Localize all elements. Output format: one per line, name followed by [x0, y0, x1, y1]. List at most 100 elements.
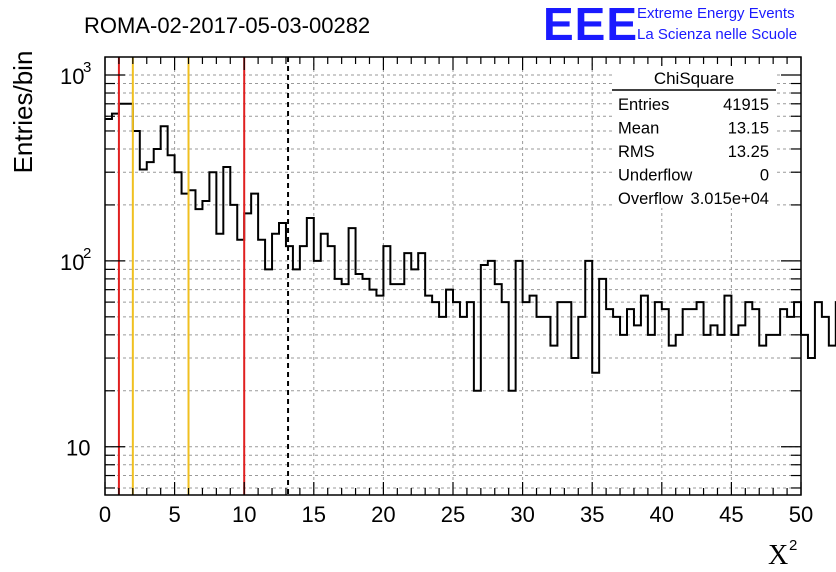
- histogram-bin: [390, 284, 397, 495]
- stats-row-label: RMS: [618, 143, 655, 161]
- histogram-bin: [516, 261, 523, 495]
- histogram-bin: [439, 317, 446, 495]
- histogram-bin: [133, 131, 140, 495]
- stats-box: ChiSquare Entries 41915 Mean 13.15 RMS 13.25 U…: [612, 66, 776, 208]
- histogram-bin: [634, 325, 641, 495]
- stats-row-value: 0: [760, 167, 769, 185]
- stats-box-title: ChiSquare: [654, 69, 734, 88]
- x-tick-label: 40: [650, 502, 674, 527]
- histogram-bin: [467, 302, 474, 495]
- x-tick-label: 10: [232, 502, 256, 527]
- histogram-bin: [641, 296, 648, 495]
- histogram-bin: [209, 172, 216, 495]
- histogram-bin: [543, 317, 550, 495]
- histogram-bin: [328, 246, 335, 495]
- histogram-bin: [335, 279, 342, 495]
- histogram-bin: [662, 309, 669, 495]
- histogram-bin: [523, 302, 530, 495]
- histogram-bin: [189, 190, 196, 495]
- histogram-bin: [655, 302, 662, 495]
- histogram-bin: [265, 269, 272, 495]
- histogram-bin: [293, 269, 300, 495]
- y-tick-label: 10: [66, 436, 90, 461]
- y-tick-label-base: 10: [66, 436, 90, 461]
- histogram-bin: [738, 325, 745, 495]
- histogram-bin: [564, 302, 571, 495]
- histogram-bin: [453, 302, 460, 495]
- x-tick-label: 35: [580, 502, 604, 527]
- stats-row-label: Mean: [618, 120, 659, 138]
- stats-row-value: 13.25: [728, 143, 769, 161]
- histogram-bin: [418, 253, 425, 495]
- stats-row-value: 13.15: [728, 120, 769, 138]
- histogram-bin: [182, 194, 189, 495]
- histogram-bin: [342, 284, 349, 495]
- histogram-bin: [251, 194, 258, 495]
- histogram-bin: [112, 114, 119, 495]
- y-tick-label: 103: [60, 59, 91, 89]
- x-axis: 0 5 10 15 20 25 30 35 40 45 50: [99, 57, 813, 527]
- histogram-bin: [481, 265, 488, 495]
- x-tick-label: 45: [719, 502, 743, 527]
- histogram-bin: [356, 274, 363, 495]
- histogram-bin: [216, 234, 223, 495]
- chart-title: ROMA-02-2017-05-03-00282: [84, 13, 370, 38]
- histogram-bin: [279, 223, 286, 495]
- x-tick-label: 25: [441, 502, 465, 527]
- histogram-bin: [488, 261, 495, 495]
- histogram-bin: [822, 317, 829, 495]
- histogram-bin: [592, 373, 599, 495]
- histogram-outline: [105, 102, 836, 392]
- histogram-bin: [585, 261, 592, 495]
- histogram-bin: [446, 290, 453, 495]
- histogram-bin: [606, 309, 613, 495]
- histogram-bin: [363, 279, 370, 495]
- histogram-bin: [404, 253, 411, 495]
- histogram-bin: [829, 346, 836, 495]
- histogram-bin: [105, 119, 112, 495]
- histogram-bin: [502, 302, 509, 495]
- histogram-bin: [369, 290, 376, 495]
- histogram-bin: [697, 302, 704, 495]
- histogram-bin: [808, 358, 815, 495]
- x-axis-title: X 2: [768, 537, 797, 571]
- y-tick-label: 102: [60, 245, 91, 275]
- histogram-bin: [773, 335, 780, 495]
- eee-logo: EEE Extreme Energy Events La Scienza nel…: [543, 0, 797, 50]
- histogram-bin: [119, 104, 126, 495]
- histogram-bin: [766, 335, 773, 495]
- histogram-bin: [154, 149, 161, 495]
- histogram-bin: [571, 358, 578, 495]
- x-tick-label: 30: [510, 502, 534, 527]
- histogram-bin: [711, 325, 718, 495]
- histogram-bin: [780, 309, 787, 495]
- histogram-bin: [724, 296, 731, 495]
- x-axis-title-superscript: 2: [789, 537, 797, 554]
- x-tick-label: 0: [99, 502, 111, 527]
- stats-row-value: 41915: [723, 96, 769, 114]
- stats-row-label: Underflow: [618, 167, 692, 185]
- y-axis: 10 102 103: [60, 59, 801, 489]
- histogram-bin: [794, 302, 801, 495]
- histogram-bin: [202, 201, 209, 495]
- histogram-bin: [613, 317, 620, 495]
- histogram-bin: [495, 284, 502, 495]
- histogram-bin: [244, 213, 251, 495]
- histogram-bin: [474, 391, 481, 495]
- histogram-bin: [578, 317, 585, 495]
- histogram-bin: [627, 309, 634, 495]
- histogram-bin: [669, 346, 676, 495]
- histogram-bin: [704, 335, 711, 495]
- histogram-bin: [223, 167, 230, 495]
- logo-line-1: Extreme Energy Events: [637, 5, 795, 22]
- histogram-bin: [314, 261, 321, 495]
- y-tick-label-exponent: 3: [83, 59, 91, 76]
- histogram-bin: [509, 391, 516, 495]
- histogram-bin: [550, 346, 557, 495]
- histogram-bin: [307, 218, 314, 495]
- histogram-bin: [432, 302, 439, 495]
- histogram-bin: [815, 302, 822, 495]
- histogram-bin: [731, 335, 738, 495]
- histogram-bin: [801, 335, 808, 495]
- histogram-bin: [230, 205, 237, 495]
